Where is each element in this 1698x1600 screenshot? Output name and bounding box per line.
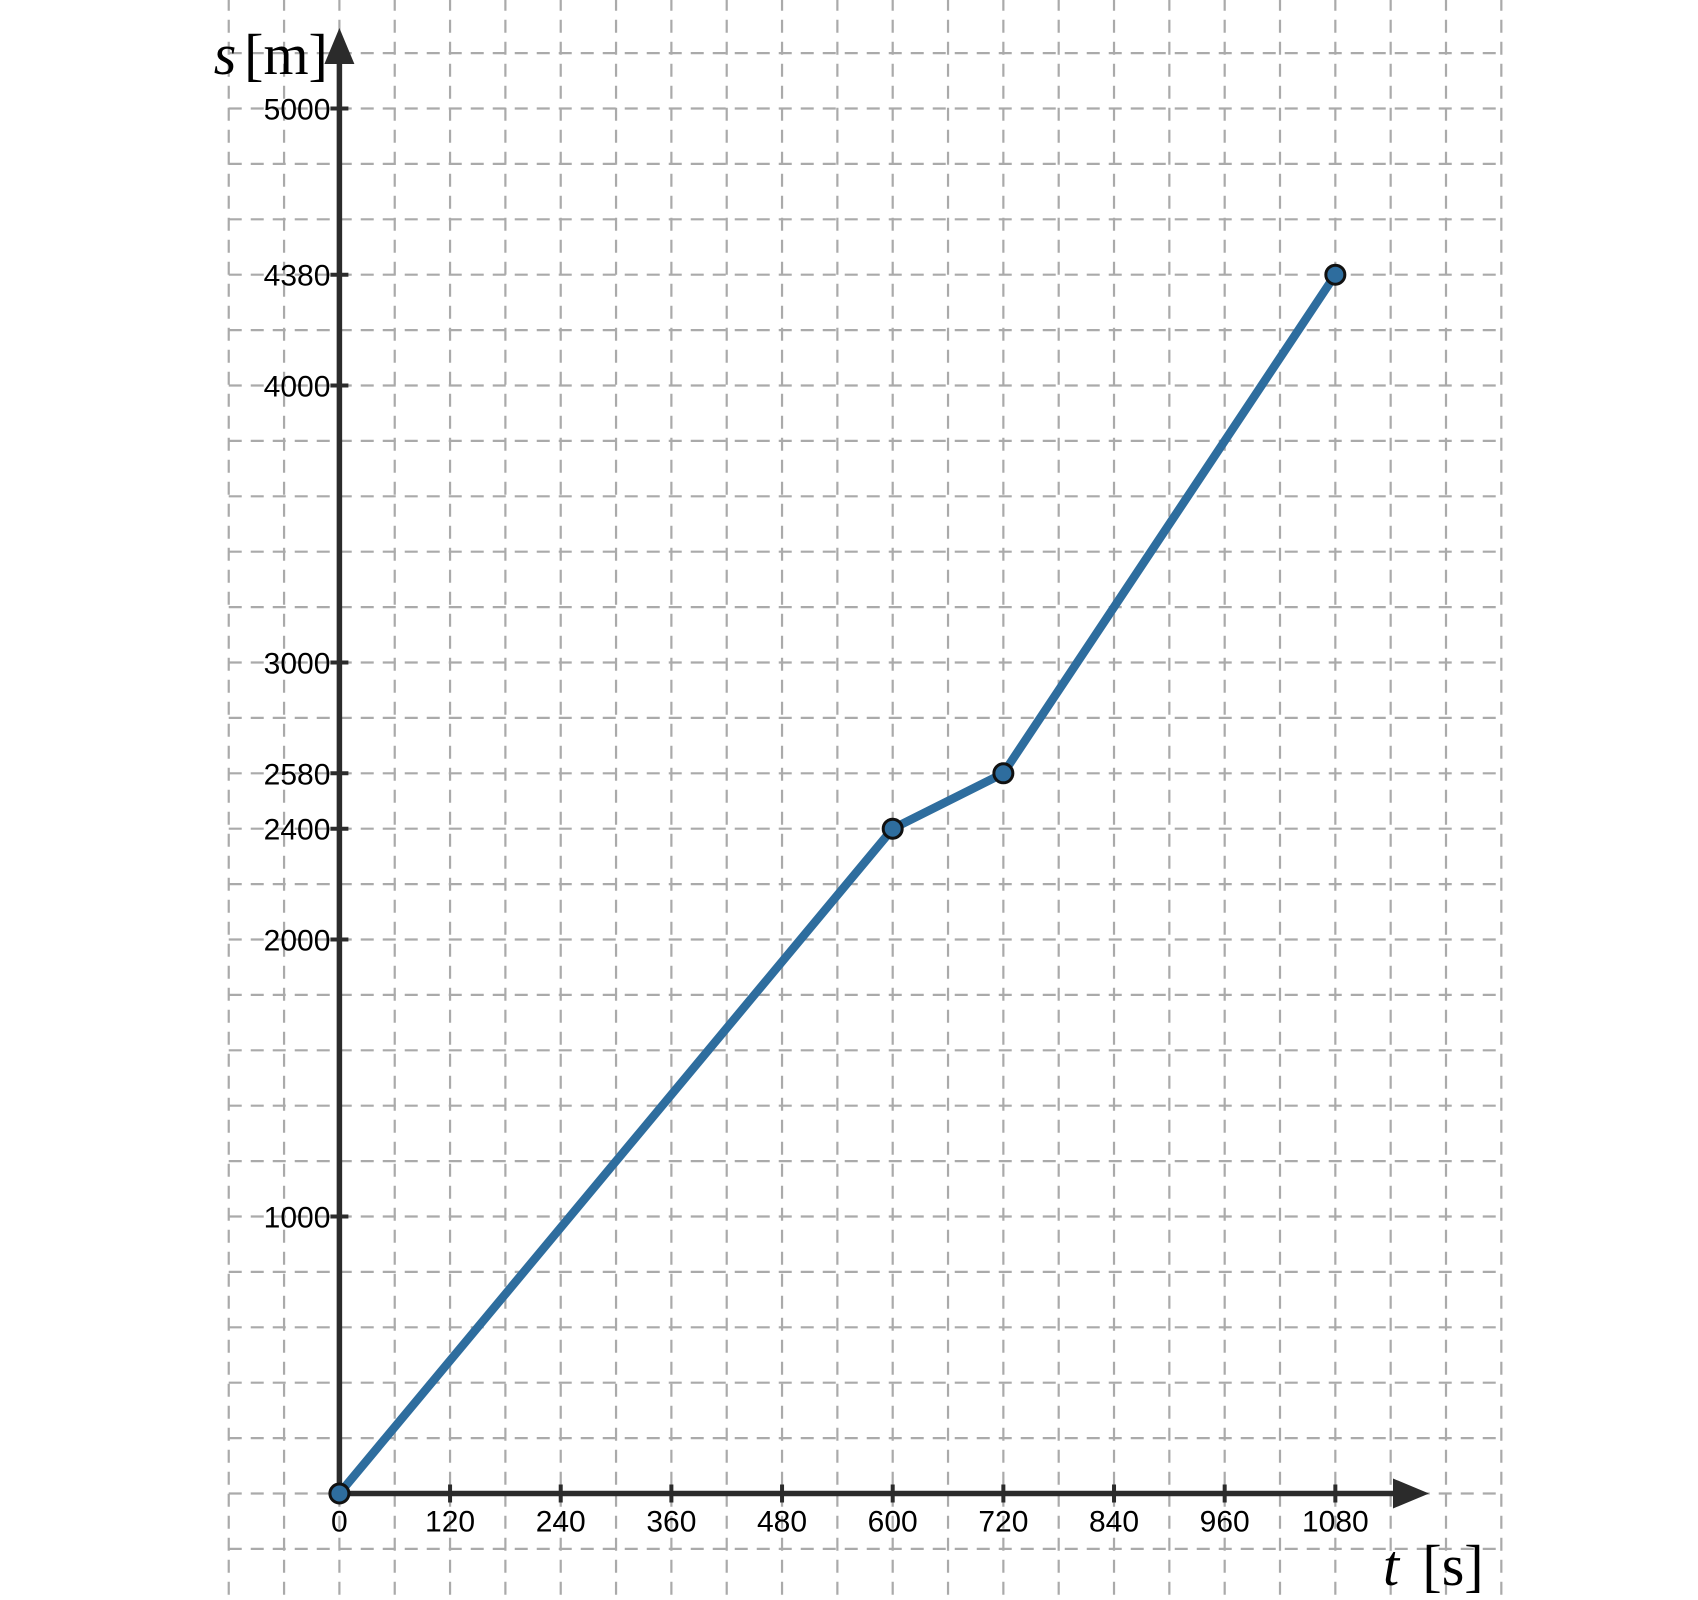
svg-text:5000: 5000 (264, 94, 331, 127)
svg-text:960: 960 (1200, 1506, 1250, 1539)
svg-text:840: 840 (1089, 1506, 1139, 1539)
svg-text:0: 0 (331, 1506, 348, 1539)
svg-text:[m]: [m] (244, 22, 328, 87)
svg-text:600: 600 (868, 1506, 918, 1539)
svg-text:1000: 1000 (264, 1202, 331, 1235)
svg-text:360: 360 (646, 1506, 696, 1539)
svg-text:3000: 3000 (264, 648, 331, 681)
svg-text:2580: 2580 (264, 758, 331, 791)
svg-text:t: t (1383, 1533, 1401, 1598)
svg-text:4380: 4380 (264, 260, 331, 293)
svg-text:240: 240 (536, 1506, 586, 1539)
svg-text:1080: 1080 (1302, 1506, 1369, 1539)
svg-text:2000: 2000 (264, 925, 331, 958)
svg-text:4000: 4000 (264, 371, 331, 404)
svg-text:s: s (214, 22, 237, 87)
svg-text:[s]: [s] (1422, 1533, 1483, 1598)
svg-text:2400: 2400 (264, 814, 331, 847)
svg-text:720: 720 (978, 1506, 1028, 1539)
svg-text:120: 120 (425, 1506, 475, 1539)
svg-text:480: 480 (757, 1506, 807, 1539)
